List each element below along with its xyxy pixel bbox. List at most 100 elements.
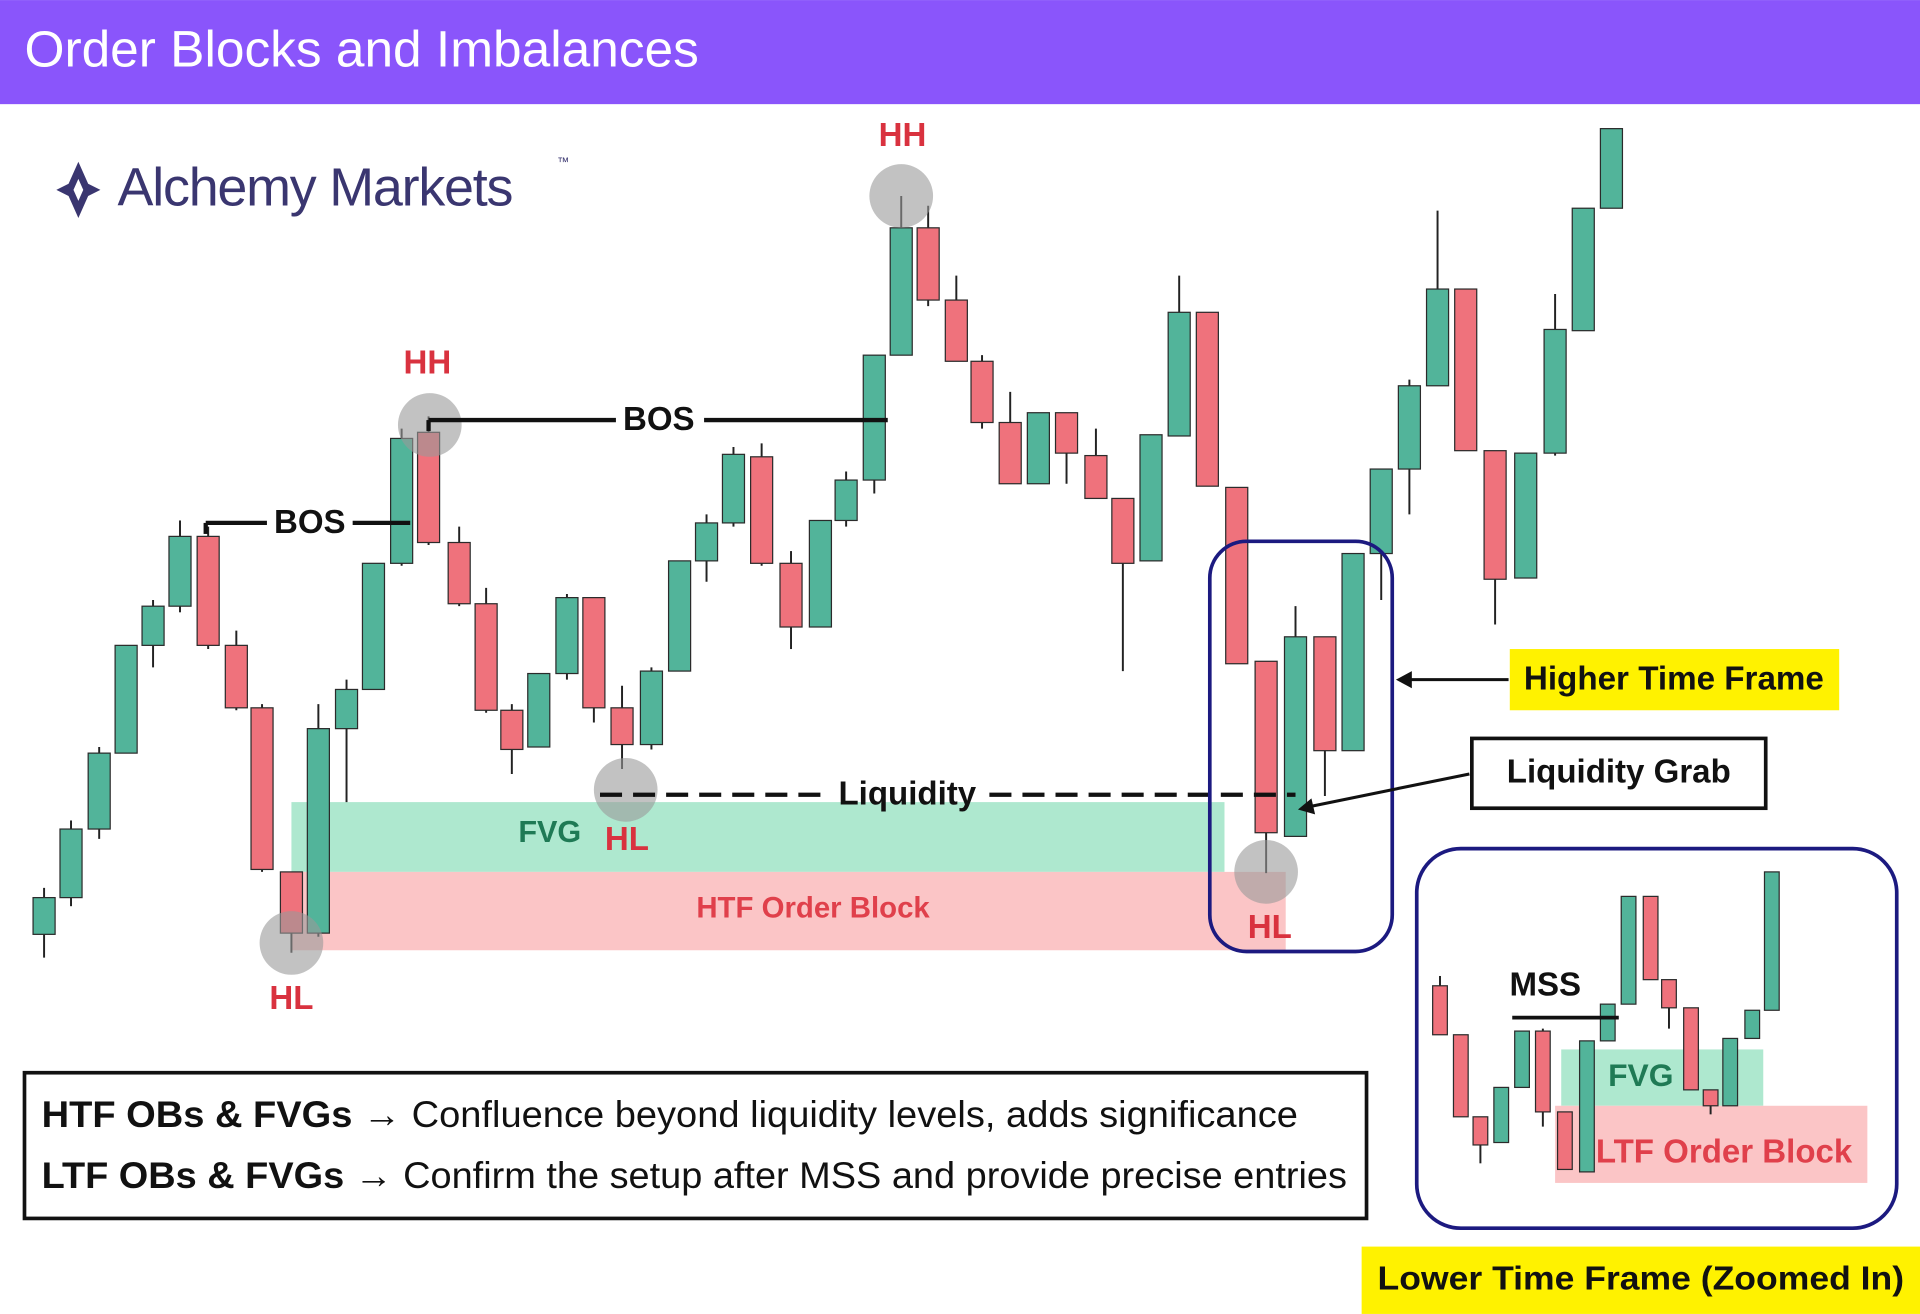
candle-body [500,709,524,751]
candle-body [1139,434,1163,562]
order-block-zone [291,871,1286,951]
fvg-label: FVG [518,815,581,849]
ltf-order-block-zone [1555,1105,1868,1183]
candle-body [555,597,579,675]
candle-body [141,605,165,646]
candle-body [1432,985,1448,1036]
candle-body [1642,895,1659,981]
candle-body [1397,385,1422,470]
ltf-callout [1361,1246,1920,1314]
arrow [1307,772,1470,809]
arrows [1297,671,1509,815]
htf-callout [1509,649,1840,711]
candle-body [1195,311,1219,487]
candle-body [916,227,940,301]
candle-body [59,828,83,899]
order-block-label: HTF Order Block [696,892,930,925]
candle-body [1341,552,1365,752]
note-text: → Confirm the setup after MSS and provid… [355,1155,1347,1196]
candle-body [834,479,858,522]
arrow-head [1297,798,1316,815]
htf-highlight-box [1207,539,1395,954]
ltf-callout-text: Lower Time Frame (Zoomed In) [1378,1261,1905,1298]
hl-label: HL [1248,909,1292,946]
fvg-zone [291,802,1225,872]
candle-body [1054,412,1079,454]
liquidity-label: Liquidity [839,776,977,813]
pivot-circles [259,164,1298,975]
candle-body [1111,497,1135,564]
pivot-circle [869,164,934,228]
candle-body [1556,1111,1573,1171]
candle-body [1543,328,1567,454]
note-text: → Confluence beyond liquidity levels, ad… [363,1093,1298,1134]
note-term: HTF OBs & FVGs [42,1093,353,1134]
htf-callout-text: Higher Time Frame [1524,661,1824,698]
candle-body [1702,1089,1719,1107]
candle-body [1683,1007,1699,1091]
candle-body [1425,288,1450,387]
candle-body [694,522,719,562]
candle-body [639,670,664,746]
mss-label: MSS [1509,967,1581,1004]
candle-body [306,728,331,934]
candle-body [1493,1086,1510,1144]
candle-body [447,541,471,605]
candle-body [1661,979,1677,1009]
candle-body [1514,1030,1530,1089]
ltf-inset-box [1414,846,1899,1231]
candle-body [779,562,803,628]
candles [32,128,1780,1173]
bos-label: BOS [623,401,695,438]
pivot-circle [1234,840,1298,904]
arrow-head [1395,671,1412,689]
candle-body [721,453,746,524]
candle-body [474,603,498,711]
candle-body [1514,452,1538,579]
pivot-circle [259,911,324,975]
logo: Alchemy Markets ™ [56,155,569,219]
notes-box: HTF OBs & FVGs → Confluence beyond liqui… [22,1070,1369,1221]
candle-body [168,535,192,607]
candle-body [224,644,248,709]
hl-label: HL [605,821,649,858]
ltf-fvg-label: FVG [1608,1057,1673,1093]
liquidity-grab-box [1470,736,1768,811]
candle-body [1578,1040,1595,1173]
structure-lines [203,417,1619,1020]
liquidity-grab-text: Liquidity Grab [1507,754,1731,791]
logo-text: Alchemy Markets [118,157,513,217]
candle-body [250,707,274,871]
candle-body [862,354,886,481]
hh-label: HH [403,345,451,382]
candle-body [1026,412,1050,485]
candle-body [1225,486,1249,665]
pivot-circle [593,758,658,822]
candle-body [610,707,634,746]
candle-body [114,644,138,754]
candle-body [1722,1037,1739,1107]
candle-body [390,437,414,564]
candle-body [1167,311,1191,437]
candle-body [808,519,833,628]
notes-frame [22,1070,1369,1221]
candle-body [361,562,386,691]
labels: HH HH HL HL HL BOS BOS Liquidity FVG HTF… [269,117,1920,1314]
candle-body [32,897,56,935]
candle-body [1084,454,1108,500]
candle-body [196,535,220,646]
ltf-order-block-label: LTF Order Block [1596,1133,1853,1170]
header-bar [0,0,1920,105]
bos-label: BOS [274,504,346,541]
candle-body [1483,450,1507,580]
hl-label: HL [269,980,313,1017]
candle-body [970,360,994,424]
candle-body [1599,1003,1616,1042]
note-term: LTF OBs & FVGs [42,1155,345,1196]
candle-body [1369,468,1393,555]
candle-body [998,421,1022,485]
logo-trademark: ™ [557,155,569,169]
candle-body [1599,128,1624,209]
candle-body [1254,660,1278,834]
